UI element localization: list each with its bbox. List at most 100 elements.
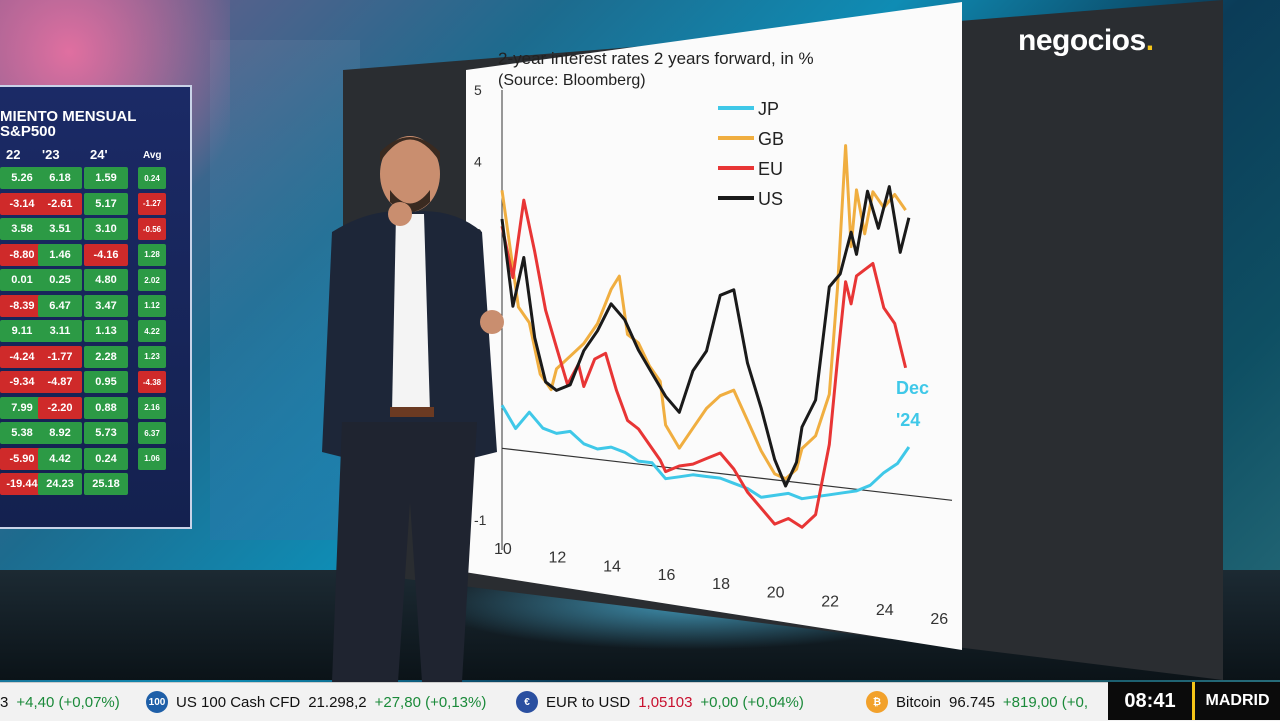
table-cell: 7.99 — [0, 396, 44, 419]
y-tick-label: 5 — [474, 82, 482, 98]
us100-icon: 100 — [146, 691, 168, 713]
sp500-monthly-table: MIENTO MENSUAL S&P500 22 '23 24' Avg 5.2… — [0, 85, 192, 529]
table-cell: 1.23 — [138, 345, 166, 368]
dec-annotation-line-1: Dec — [896, 378, 929, 398]
table-cell: -3.14 — [0, 192, 44, 215]
table-cell: 5.38 — [0, 422, 44, 444]
table-cell: -1.77 — [38, 345, 82, 368]
legend-label-us: US — [758, 189, 783, 209]
dec-annotation-line-2: '24 — [896, 410, 920, 430]
y-tick-label: -1 — [474, 512, 487, 528]
presenter-hair — [380, 137, 440, 162]
logo-text: negocios — [1018, 24, 1146, 57]
table-cell: 8.92 — [38, 422, 82, 444]
chart-lines — [500, 144, 911, 529]
presenter — [322, 136, 504, 682]
table-cell: 3.47 — [84, 294, 128, 317]
legend-label-eu: EU — [758, 159, 783, 179]
table-title: MIENTO MENSUAL S&P500 — [0, 109, 136, 139]
presenter-trousers — [332, 422, 477, 682]
table-cell: 4.42 — [38, 447, 82, 470]
table-cell: 2.28 — [84, 345, 128, 368]
table-header-23: '23 — [42, 147, 60, 162]
table-cell: 25.18 — [84, 473, 128, 495]
table-cell: 5.26 — [0, 167, 44, 189]
table-cell: 4.22 — [138, 320, 166, 342]
ticker-name: US 100 Cash CFD — [176, 693, 301, 711]
series-line-jp — [500, 404, 911, 501]
table-cell: 24.23 — [38, 473, 82, 495]
x-tick-label: 20 — [767, 585, 785, 602]
table-cell: 3.58 — [0, 218, 44, 240]
ticker-name: EUR to USD — [546, 693, 631, 711]
table-cell: 1.12 — [138, 294, 166, 317]
table-cell: -4.38 — [138, 371, 166, 393]
ticker-value: 3 — [0, 693, 9, 711]
bitcoin-icon: ₿ — [866, 691, 888, 713]
table-cell: -8.39 — [0, 294, 44, 317]
presenter-belt — [390, 407, 434, 417]
ticker-value: 1,05103 — [638, 693, 693, 711]
table-cell: -2.20 — [38, 396, 82, 419]
ticker-change: +0,00 (+0,04%) — [700, 693, 804, 711]
y-tick-label: 4 — [474, 154, 482, 170]
x-tick-label: 18 — [712, 576, 730, 593]
table-cell: -2.61 — [38, 192, 82, 215]
presenter-head — [380, 136, 440, 212]
table-cell: -9.34 — [0, 371, 44, 393]
table-cell: -1.27 — [138, 192, 166, 215]
series-line-eu — [500, 198, 908, 529]
table-title-line-2: S&P500 — [0, 123, 56, 140]
table-title-line-1: MIENTO MENSUAL — [0, 108, 137, 125]
table-cell: 2.16 — [138, 396, 166, 419]
x-tick-label: 16 — [658, 567, 676, 584]
table-cell: 2.02 — [138, 269, 166, 291]
chart-subtitle: (Source: Bloomberg) — [498, 72, 646, 89]
city-label: MADRID — [1192, 682, 1280, 720]
table-cell: 5.73 — [84, 422, 128, 444]
legend-label-gb: GB — [758, 129, 784, 149]
table-cell: 1.59 — [84, 167, 128, 189]
table-cell: 1.06 — [138, 447, 166, 470]
x-tick-label: 14 — [603, 558, 621, 575]
table-cell: 0.95 — [84, 371, 128, 393]
table-cell: -8.80 — [0, 243, 44, 266]
ticker-change: +27,80 (+0,13%) — [374, 693, 487, 711]
table-cell: -0.56 — [138, 218, 166, 240]
table-cell: 3.10 — [84, 218, 128, 240]
ticker-item-bitcoin: ₿ Bitcoin 96.745 +819,00 (+0, — [866, 683, 1088, 721]
table-cell: 4.80 — [84, 269, 128, 291]
table-cell: -19.44 — [0, 473, 44, 495]
chart-legend: JP GB EU US — [718, 99, 784, 209]
table-cell: -4.24 — [0, 345, 44, 368]
table-cell: -5.90 — [0, 447, 44, 470]
clock: 08:41 — [1108, 682, 1192, 720]
series-line-gb — [500, 144, 907, 481]
legend-label-jp: JP — [758, 99, 779, 119]
table-cell: 9.11 — [0, 320, 44, 342]
ticker-change: +819,00 (+0, — [1002, 693, 1088, 711]
table-cell: 0.24 — [84, 447, 128, 470]
table-cell: 5.17 — [84, 192, 128, 215]
table-cell: 6.37 — [138, 422, 166, 444]
table-header-avg: Avg — [143, 150, 162, 161]
euro-flag-icon: € — [516, 691, 538, 713]
ticker-item-us100: 100 US 100 Cash CFD 21.298,2 +27,80 (+0,… — [146, 683, 486, 721]
table-cell: 1.13 — [84, 320, 128, 342]
table-cell: 3.11 — [38, 320, 82, 342]
chart-title-block: 2-year interest rates 2 years forward, i… — [498, 48, 814, 92]
x-tick-label: 24 — [876, 602, 894, 619]
table-header-24: 24' — [90, 147, 108, 162]
table-cell: -4.87 — [38, 371, 82, 393]
table-cell: 1.28 — [138, 243, 166, 266]
negocios-logo: negocios. — [1018, 24, 1154, 58]
x-tick-label: 22 — [821, 593, 839, 610]
ticker-name: Bitcoin — [896, 693, 942, 711]
x-tick-label: 12 — [549, 550, 567, 567]
table-cell: 1.46 — [38, 243, 82, 266]
series-line-us — [500, 185, 911, 488]
table-cell: 3.51 — [38, 218, 82, 240]
market-ticker: 3 +4,40 (+0,07%) 100 US 100 Cash CFD 21.… — [0, 682, 1280, 721]
